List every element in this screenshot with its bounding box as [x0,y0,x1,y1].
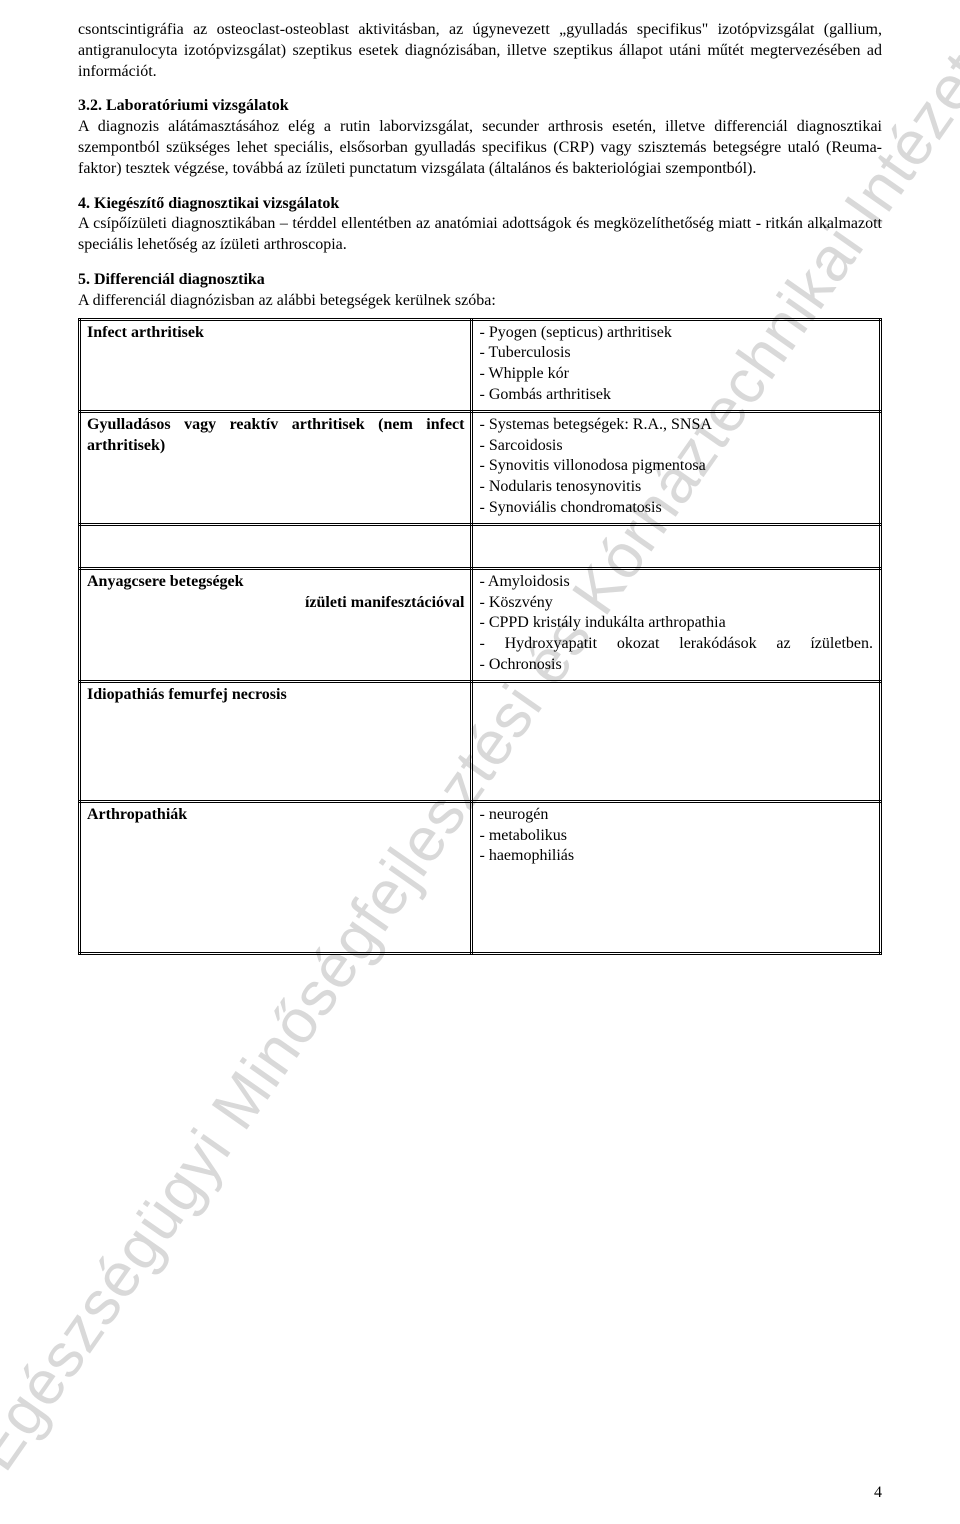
row-right-line: - neurogén [479,805,873,826]
row-right-line: - metabolikus [479,826,873,847]
row-right-line: - Ochronosis [479,655,873,676]
row-right-line: - Pyogen (septicus) arthritisek [479,323,873,344]
section-5-body: A differenciál diagnózisban az alábbi be… [78,292,496,309]
row-right: - Systemas betegségek: R.A., SNSA- Sarco… [472,411,881,524]
row-right-line: - haemophiliás [479,846,873,867]
row-left-title: Gyulladásos vagy reaktív arthritisek (ne… [87,416,464,454]
row-right: - Amyloidosis- Köszvény- CPPD kristály i… [472,568,881,681]
row-right-line: - Köszvény [479,593,873,614]
intro-paragraph: csontscintigráfia az osteoclast-osteobla… [78,20,882,82]
row-left-title: Arthropathiák [87,806,187,823]
row-left-title: Anyagcsere betegségek [87,573,244,590]
section-4-body: A csípőízületi diagnosztikában – térddel… [78,214,882,256]
section-4-title: 4. Kiegészítő diagnosztikai vizsgálatok [78,195,339,212]
differential-table: Infect arthritisek - Pyogen (septicus) a… [78,318,882,955]
row-right-line: - Gombás arthritisek [479,385,873,406]
row-right-line: - Hydroxyapatit okozat lerakódások az íz… [479,634,873,655]
table-spacer-row [80,524,881,568]
page-content: csontscintigráfia az osteoclast-osteobla… [78,20,882,955]
row-right-line: - Tuberculosis [479,343,873,364]
row-right-line: - Amyloidosis [479,572,873,593]
table-row: Anyagcsere betegségek ízületi manifesztá… [80,568,881,681]
section-5: 5. Differenciál diagnosztika A differenc… [78,270,882,312]
section-3-2-body: A diagnozis alátámasztásához elég a ruti… [78,117,882,179]
row-right-line: - Synovitis villonodosa pigmentosa [479,456,873,477]
table-row: Arthropathiák - neurogén- metabolikus- h… [80,801,881,953]
table-row: Idiopathiás femurfej necrosis [80,681,881,801]
row-right-line: - Systemas betegségek: R.A., SNSA [479,415,873,436]
row-right: - neurogén- metabolikus- haemophiliás [472,801,881,953]
section-4: 4. Kiegészítő diagnosztikai vizsgálatok … [78,194,882,256]
row-right-line: - Nodularis tenosynovitis [479,477,873,498]
table-row: Gyulladásos vagy reaktív arthritisek (ne… [80,411,881,524]
row-right-line: - Synoviális chondromatosis [479,498,873,519]
table-row: Infect arthritisek - Pyogen (septicus) a… [80,319,881,411]
row-right [472,681,881,801]
section-5-title: 5. Differenciál diagnosztika [78,271,265,288]
row-left-title: Infect arthritisek [87,324,204,341]
row-right-line: - Sarcoidosis [479,436,873,457]
page-number: 4 [874,1483,882,1504]
section-3-2: 3.2. Laboratóriumi vizsgálatok A diagnoz… [78,96,882,179]
row-right-line: - Whipple kór [479,364,873,385]
section-3-2-title: 3.2. Laboratóriumi vizsgálatok [78,97,289,114]
row-left-extra: ízületi manifesztációval [87,593,464,614]
row-left-title: Idiopathiás femurfej necrosis [87,686,287,703]
row-right: - Pyogen (septicus) arthritisek- Tubercu… [472,319,881,411]
row-right-line: - CPPD kristály indukálta arthropathia [479,613,873,634]
